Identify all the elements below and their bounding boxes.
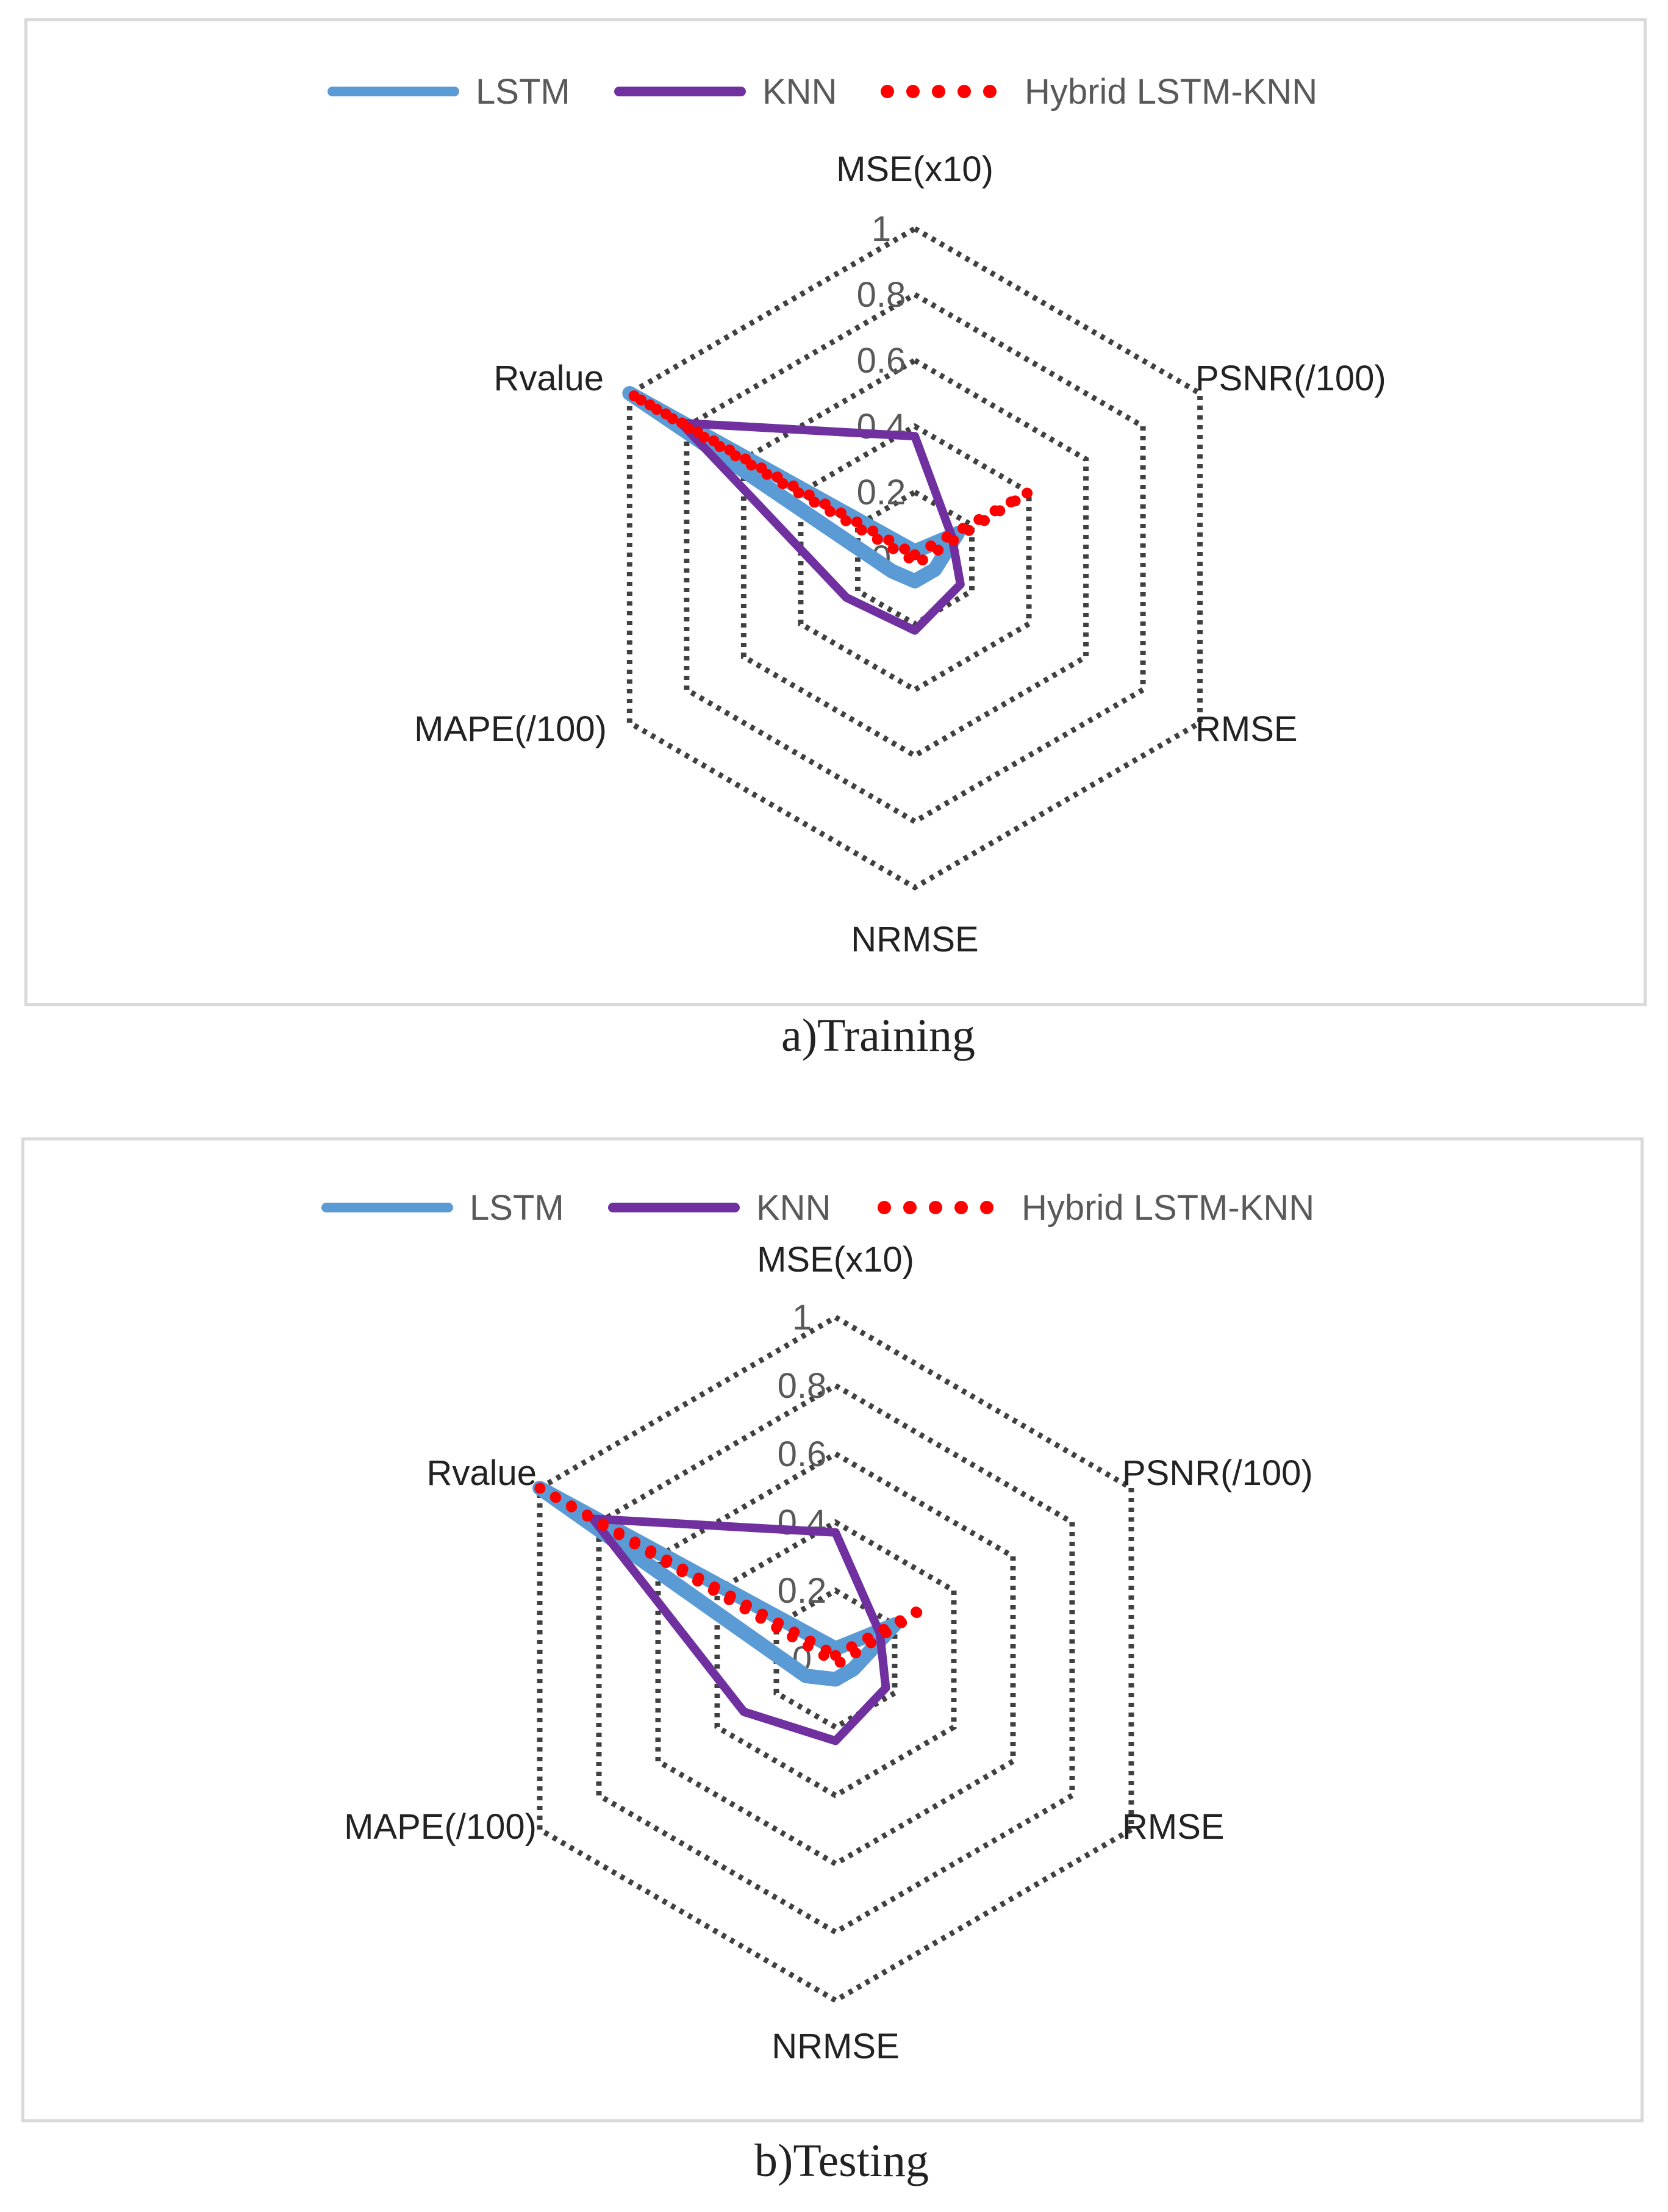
training-legend-hybrid-lstm-knn: Hybrid LSTM-KNN bbox=[881, 72, 1317, 112]
training-tick-label: 0.8 bbox=[857, 275, 906, 315]
training-grid-ring-5 bbox=[626, 225, 1203, 891]
training-axis-label-rvalue: Rvalue bbox=[493, 359, 604, 398]
legend-dot bbox=[906, 85, 920, 98]
legend-dot bbox=[881, 85, 894, 98]
legend-dot bbox=[980, 1201, 993, 1214]
training-radar-chart: LSTM KNN Hybrid LSTM-KNN MSE(x10) PSNR(/100)… bbox=[328, 72, 1386, 959]
testing-series-knn bbox=[589, 1514, 890, 1745]
legend-dot bbox=[932, 85, 945, 98]
testing-legend-knn: KNN bbox=[608, 1188, 831, 1228]
testing-axis-label-rmse: RMSE bbox=[1122, 1807, 1225, 1847]
training-axis-label-rmse: RMSE bbox=[1195, 709, 1298, 749]
testing-axis-label-nrmse: NRMSE bbox=[771, 2027, 899, 2066]
training-series-hybrid-lstm-knn bbox=[624, 388, 1035, 570]
testing-radar-chart: LSTM KNN Hybrid LSTM-KNN MSE(x10) PSNR(/100)… bbox=[321, 1188, 1314, 2066]
training-axis-label-psnr-100: PSNR(/100) bbox=[1195, 359, 1386, 398]
testing-axis-label-mse-x10: MSE(x10) bbox=[757, 1240, 914, 1280]
testing-tick-label: 0.8 bbox=[778, 1366, 827, 1406]
legend-label: LSTM bbox=[470, 1188, 564, 1228]
training-axis-label-mse-x10: MSE(x10) bbox=[836, 149, 993, 189]
legend-label: Hybrid LSTM-KNN bbox=[1022, 1188, 1314, 1228]
testing-series-hybrid-lstm-knn bbox=[534, 1483, 930, 1668]
testing-chart-panel: LSTM KNN Hybrid LSTM-KNN MSE(x10) PSNR(/100)… bbox=[21, 1137, 1644, 2122]
testing-tick-label: 0.6 bbox=[778, 1434, 827, 1474]
training-chart-panel: LSTM KNN Hybrid LSTM-KNN MSE(x10) PSNR(/100)… bbox=[24, 18, 1647, 1006]
training-tick-label: 1 bbox=[872, 209, 891, 249]
legend-label: LSTM bbox=[476, 72, 570, 112]
testing-tick-label: 0.4 bbox=[778, 1503, 827, 1542]
testing-tick-label: 1 bbox=[792, 1298, 812, 1337]
testing-legend-hybrid-lstm-knn: Hybrid LSTM-KNN bbox=[878, 1188, 1314, 1228]
legend-dot bbox=[878, 1201, 891, 1214]
testing-caption: b)Testing bbox=[754, 2135, 929, 2186]
training-grid-ring-1 bbox=[854, 489, 975, 628]
legend-dot bbox=[954, 1201, 968, 1214]
training-legend-lstm: LSTM bbox=[328, 72, 570, 112]
training-caption: a)Training bbox=[781, 1010, 976, 1061]
testing-tick-label: 0.2 bbox=[778, 1571, 827, 1611]
legend-dot bbox=[957, 85, 971, 98]
testing-legend-lstm: LSTM bbox=[321, 1188, 564, 1228]
testing-axis-label-psnr-100: PSNR(/100) bbox=[1122, 1453, 1313, 1493]
testing-axis-label-rvalue: Rvalue bbox=[426, 1453, 537, 1493]
training-axis-label-mape-100: MAPE(/100) bbox=[414, 709, 607, 749]
legend-label: KNN bbox=[762, 72, 837, 112]
legend-dot bbox=[983, 85, 997, 98]
legend-label: Hybrid LSTM-KNN bbox=[1025, 72, 1317, 112]
training-axis-label-nrmse: NRMSE bbox=[851, 920, 978, 959]
testing-axis-label-mape-100: MAPE(/100) bbox=[344, 1807, 537, 1847]
legend-dot bbox=[929, 1201, 942, 1214]
legend-label: KNN bbox=[756, 1188, 831, 1228]
training-tick-label: 0.4 bbox=[857, 407, 906, 446]
training-tick-label: 0.6 bbox=[857, 341, 906, 381]
legend-dot bbox=[903, 1201, 917, 1214]
training-tick-label: 0.2 bbox=[857, 473, 906, 512]
training-legend-knn: KNN bbox=[614, 72, 837, 112]
